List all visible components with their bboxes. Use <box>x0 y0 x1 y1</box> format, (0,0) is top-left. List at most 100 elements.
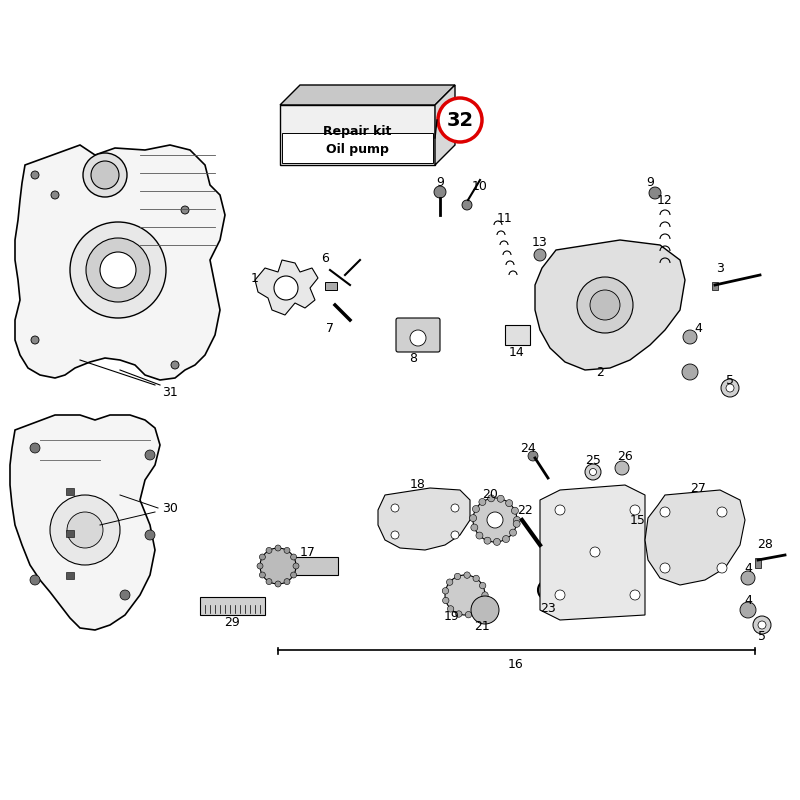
Circle shape <box>438 98 482 142</box>
Text: 17: 17 <box>300 546 316 558</box>
Text: 26: 26 <box>617 450 633 462</box>
Circle shape <box>473 575 479 582</box>
Bar <box>712 282 718 290</box>
Circle shape <box>740 602 756 618</box>
Circle shape <box>275 545 281 551</box>
Circle shape <box>259 554 266 560</box>
Circle shape <box>30 575 40 585</box>
Circle shape <box>741 571 755 585</box>
Circle shape <box>120 590 130 600</box>
Polygon shape <box>280 105 435 165</box>
Circle shape <box>590 547 600 557</box>
Circle shape <box>67 512 103 548</box>
Text: 9: 9 <box>646 175 654 189</box>
Bar <box>66 530 74 537</box>
Text: 6: 6 <box>321 251 329 265</box>
Circle shape <box>260 548 296 584</box>
Circle shape <box>290 554 297 560</box>
Circle shape <box>410 330 426 346</box>
Circle shape <box>464 572 470 578</box>
Text: 21: 21 <box>474 621 490 634</box>
Circle shape <box>284 578 290 585</box>
Polygon shape <box>280 85 455 105</box>
Circle shape <box>446 579 453 586</box>
Circle shape <box>482 592 488 598</box>
Circle shape <box>758 621 766 629</box>
Circle shape <box>471 596 499 624</box>
Text: 13: 13 <box>532 237 548 250</box>
Text: 7: 7 <box>326 322 334 334</box>
Circle shape <box>86 238 150 302</box>
Circle shape <box>476 532 483 539</box>
Bar <box>66 488 74 495</box>
Circle shape <box>462 200 472 210</box>
Text: 19: 19 <box>444 610 460 623</box>
Bar <box>282 133 433 163</box>
Circle shape <box>660 563 670 573</box>
Polygon shape <box>10 415 160 630</box>
Text: 28: 28 <box>757 538 773 551</box>
Circle shape <box>466 611 472 618</box>
Circle shape <box>445 575 485 615</box>
Circle shape <box>434 186 446 198</box>
Text: 24: 24 <box>520 442 536 454</box>
Circle shape <box>31 171 39 179</box>
Circle shape <box>284 547 290 554</box>
Text: 15: 15 <box>630 514 646 526</box>
Circle shape <box>660 507 670 517</box>
Circle shape <box>451 504 459 512</box>
Polygon shape <box>378 488 470 550</box>
Circle shape <box>30 443 40 453</box>
Circle shape <box>479 582 486 589</box>
Text: 29: 29 <box>224 617 240 630</box>
Circle shape <box>590 290 620 320</box>
Circle shape <box>513 520 520 527</box>
Circle shape <box>683 330 697 344</box>
Text: 10: 10 <box>472 181 488 194</box>
Circle shape <box>290 572 297 578</box>
Circle shape <box>618 255 632 269</box>
Text: 25: 25 <box>585 454 601 466</box>
Circle shape <box>451 531 459 539</box>
Circle shape <box>717 563 727 573</box>
Text: 16: 16 <box>508 658 524 671</box>
Circle shape <box>514 517 521 523</box>
Circle shape <box>454 574 461 580</box>
Circle shape <box>447 606 454 612</box>
Circle shape <box>474 607 481 614</box>
Circle shape <box>510 529 517 536</box>
Circle shape <box>274 276 298 300</box>
Text: 3: 3 <box>716 262 724 274</box>
Polygon shape <box>540 485 645 620</box>
Bar <box>200 597 265 615</box>
FancyBboxPatch shape <box>396 318 440 352</box>
Circle shape <box>257 563 263 569</box>
Circle shape <box>721 379 739 397</box>
Circle shape <box>590 469 597 475</box>
Text: 5: 5 <box>726 374 734 386</box>
Circle shape <box>528 451 538 461</box>
Circle shape <box>473 498 517 542</box>
Text: 12: 12 <box>657 194 673 206</box>
Text: Repair kit
Oil pump: Repair kit Oil pump <box>323 125 392 155</box>
Circle shape <box>293 563 299 569</box>
Circle shape <box>534 249 546 261</box>
Circle shape <box>473 506 479 513</box>
Circle shape <box>171 361 179 369</box>
Text: 27: 27 <box>690 482 706 494</box>
Circle shape <box>487 512 503 528</box>
Circle shape <box>391 504 399 512</box>
Circle shape <box>70 222 166 318</box>
Circle shape <box>577 277 633 333</box>
Text: 32: 32 <box>446 110 474 130</box>
Circle shape <box>51 191 59 199</box>
Polygon shape <box>15 145 225 380</box>
Text: 11: 11 <box>497 211 513 225</box>
Bar <box>505 325 530 345</box>
Polygon shape <box>645 490 745 585</box>
Text: 22: 22 <box>517 503 533 517</box>
Circle shape <box>488 495 494 502</box>
Circle shape <box>502 535 510 542</box>
Text: 2: 2 <box>596 366 604 378</box>
Bar <box>66 572 74 579</box>
